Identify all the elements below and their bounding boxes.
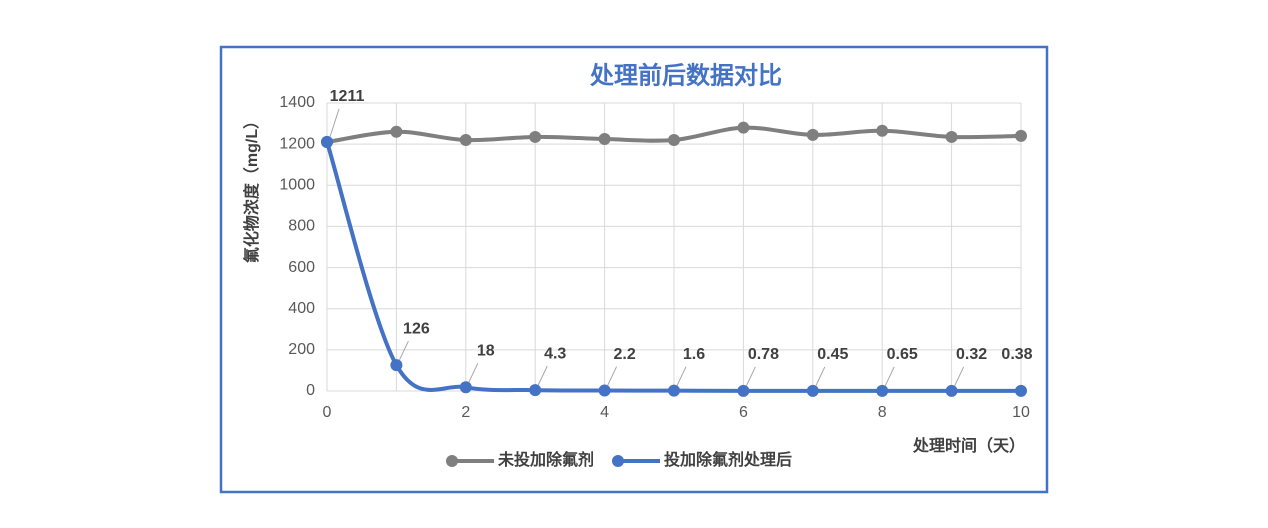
leader-line xyxy=(537,365,548,386)
data-point xyxy=(737,121,750,134)
y-tick-label: 1400 xyxy=(279,94,315,111)
data-point xyxy=(598,384,611,397)
leader-line xyxy=(745,366,756,387)
data-point xyxy=(806,128,819,141)
data-label: 18 xyxy=(477,343,495,360)
y-tick-label: 600 xyxy=(288,259,315,276)
data-point xyxy=(459,381,472,394)
data-point xyxy=(876,124,889,137)
data-label: 1.6 xyxy=(683,346,705,363)
data-point xyxy=(737,384,750,397)
data-point xyxy=(321,135,333,148)
x-tick-label: 4 xyxy=(600,404,609,421)
y-tick-label: 1000 xyxy=(279,177,315,194)
x-tick-label: 8 xyxy=(878,404,887,421)
x-tick-label: 2 xyxy=(461,404,470,421)
data-point xyxy=(390,359,403,372)
y-tick-label: 1200 xyxy=(279,135,315,152)
chart-title: 处理前后数据对比 xyxy=(589,61,782,89)
data-point xyxy=(945,130,958,143)
legend-label: 投加除氟剂处理后 xyxy=(664,450,792,469)
x-tick-label: 0 xyxy=(323,404,332,421)
data-point xyxy=(598,133,611,145)
data-point xyxy=(945,384,958,397)
data-label: 4.3 xyxy=(544,345,566,362)
leader-line xyxy=(329,108,340,138)
leader-line xyxy=(676,366,687,386)
data-point xyxy=(1015,384,1027,397)
data-label: 0.65 xyxy=(887,346,918,363)
leader-line xyxy=(954,366,965,387)
data-label: 126 xyxy=(403,320,430,337)
y-tick-label: 200 xyxy=(288,341,315,358)
data-point xyxy=(529,384,542,397)
leader-line xyxy=(607,366,618,386)
data-label: 2.2 xyxy=(613,346,635,363)
leader-line xyxy=(468,363,479,383)
legend-label: 未投加除氟剂 xyxy=(497,450,594,469)
leader-line xyxy=(398,340,409,361)
data-point xyxy=(876,384,889,397)
y-tick-label: 800 xyxy=(288,218,315,235)
data-label: 0.78 xyxy=(748,346,779,363)
y-tick-label: 400 xyxy=(288,300,315,317)
data-point xyxy=(390,125,403,138)
data-point xyxy=(1015,129,1027,142)
data-point xyxy=(529,130,542,143)
data-label: 0.38 xyxy=(1001,346,1032,363)
series-line xyxy=(325,141,1022,393)
y-tick-label: 0 xyxy=(306,382,315,399)
legend-marker xyxy=(446,455,458,467)
data-label: 0.32 xyxy=(956,346,987,363)
leader-line xyxy=(884,366,895,387)
data-point xyxy=(668,384,680,397)
data-point xyxy=(459,134,472,147)
legend-marker xyxy=(612,455,624,467)
data-label: 0.45 xyxy=(817,346,848,363)
y-axis-label: 氟化物浓度（mg/L） xyxy=(242,113,261,263)
x-tick-label: 10 xyxy=(1012,404,1030,421)
leader-line xyxy=(815,366,826,387)
x-axis-label: 处理时间（天） xyxy=(912,436,1025,455)
x-tick-label: 6 xyxy=(739,404,748,421)
chart-frame xyxy=(219,45,1049,494)
data-label: 1211 xyxy=(330,88,365,105)
data-point xyxy=(668,134,680,147)
data-point xyxy=(806,384,819,397)
